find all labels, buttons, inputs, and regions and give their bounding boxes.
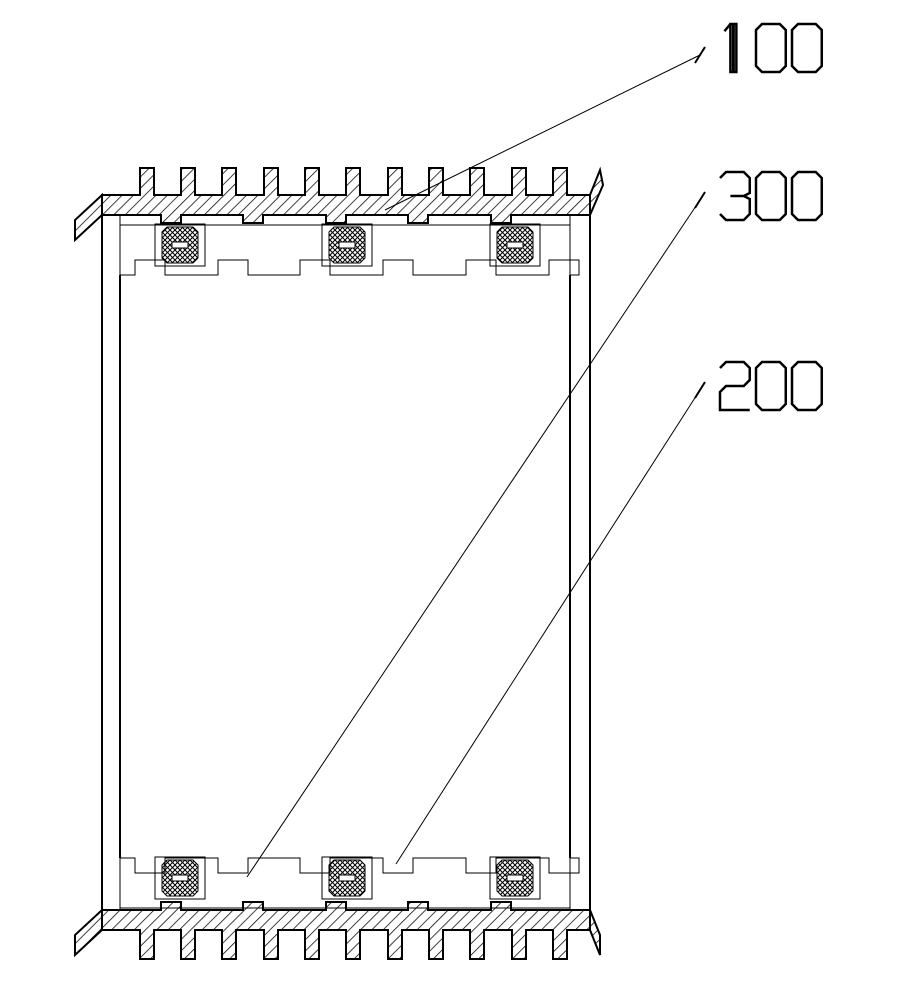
engineering-drawing-svg — [0, 0, 904, 1000]
diagram-root — [0, 0, 904, 1000]
